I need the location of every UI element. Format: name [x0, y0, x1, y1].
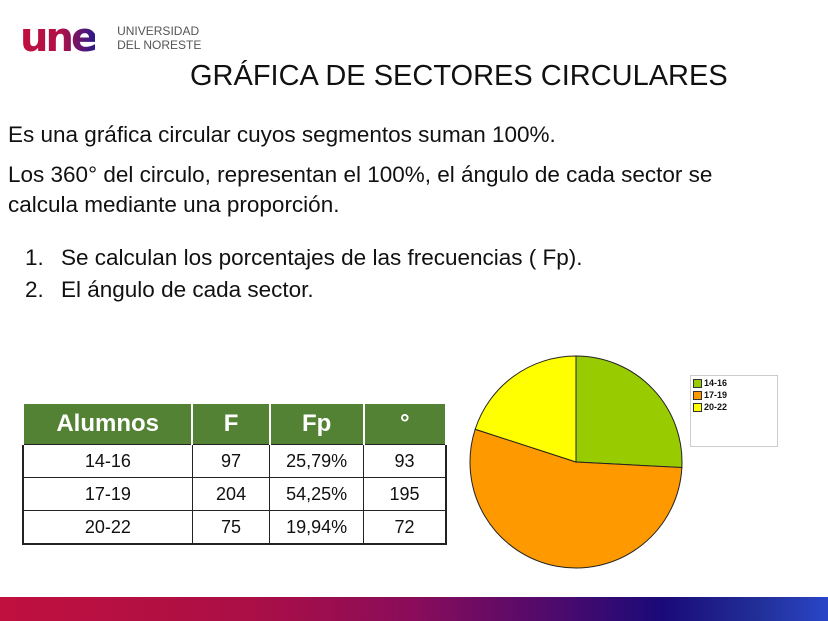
steps-list: 1. Se calculan los porcentajes de las fre… — [25, 242, 583, 306]
chart-legend: 14-16 17-19 20-22 — [690, 375, 778, 447]
legend-swatch — [693, 378, 702, 388]
cell: 75 — [191, 510, 271, 545]
slide-title: GRÁFICA DE SECTORES CIRCULARES — [190, 60, 728, 92]
cell: 17-19 — [22, 477, 193, 511]
cell: 195 — [363, 477, 447, 511]
logo-line2: DEL NORESTE — [117, 38, 202, 52]
step-text: Se calculan los porcentajes de las frecu… — [61, 245, 583, 270]
step-item: 2. El ángulo de cada sector. — [25, 274, 583, 306]
cell: 19,94% — [269, 510, 364, 545]
footer-gradient-bar — [0, 597, 828, 621]
header-fp: Fp — [268, 402, 365, 445]
legend-item: 14-16 — [693, 378, 777, 388]
cell: 25,79% — [269, 444, 364, 478]
legend-item: 17-19 — [693, 390, 777, 400]
legend-swatch — [693, 402, 702, 412]
logo-mark: une — [20, 15, 98, 61]
paragraph-1: Es una gráfica circular cuyos segmentos … — [8, 122, 556, 147]
cell: 54,25% — [269, 477, 364, 511]
legend-swatch — [693, 390, 702, 400]
une-logo: une UNIVERSIDAD DEL NORESTE — [20, 18, 201, 58]
pie-slice-20-22 — [474, 355, 577, 463]
table-header-row: Alumnos F Fp ° — [21, 402, 447, 445]
logo-line1: UNIVERSIDAD — [117, 24, 200, 38]
cell: 97 — [191, 444, 271, 478]
cell: 20-22 — [22, 510, 193, 545]
legend-label: 14-16 — [704, 378, 728, 388]
header-degrees: ° — [362, 402, 447, 445]
step-number: 1. — [25, 245, 44, 270]
header-alumnos: Alumnos — [21, 402, 194, 445]
legend-label: 20-22 — [704, 402, 728, 412]
step-number: 2. — [25, 277, 44, 302]
cell: 72 — [363, 510, 447, 545]
frequency-table: Alumnos F Fp ° 14-16 97 25,79% 93 17-19 204 5… — [21, 402, 447, 545]
cell: 93 — [363, 444, 447, 478]
cell: 204 — [191, 477, 271, 511]
pie-slice-17-19 — [469, 428, 683, 569]
legend-label: 17-19 — [704, 390, 728, 400]
step-text: El ángulo de cada sector. — [61, 277, 314, 302]
logo-text: UNIVERSIDAD DEL NORESTE — [117, 24, 201, 52]
step-item: 1. Se calculan los porcentajes de las fre… — [25, 242, 583, 274]
legend-item: 20-22 — [693, 402, 777, 412]
table-row: 17-19 204 54,25% 195 — [22, 477, 447, 511]
table-row: 14-16 97 25,79% 93 — [22, 444, 447, 478]
cell: 14-16 — [22, 444, 193, 478]
header-f: F — [191, 402, 271, 445]
table-row: 20-22 75 19,94% 72 — [22, 510, 447, 545]
paragraph-2: Los 360° del circulo, representan el 100… — [8, 162, 713, 217]
pie-slice-14-16 — [575, 355, 683, 469]
